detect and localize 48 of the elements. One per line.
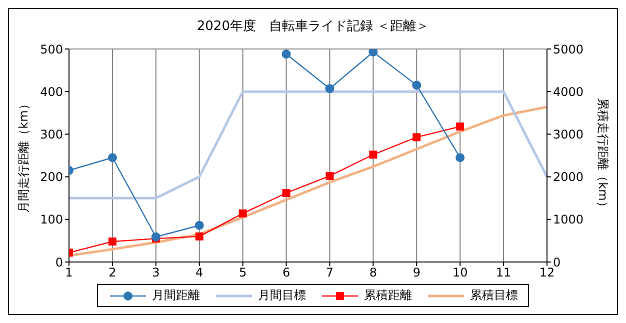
- x-tick-label: 10: [452, 266, 468, 280]
- point: [456, 153, 465, 162]
- y2-tick-label: 2000: [553, 170, 584, 184]
- point: [412, 133, 421, 142]
- x-tick-label: 12: [539, 266, 555, 280]
- y-tick-label: 0: [55, 255, 63, 270]
- chart-title: 2020年度 自転車ライド記録 ＜距離＞: [196, 18, 430, 36]
- y2-tick-label: 1000: [553, 212, 584, 227]
- x-tick-label: 7: [326, 266, 334, 280]
- point: [151, 232, 160, 242]
- y2-tick-label: 4000: [553, 84, 584, 99]
- x-tick-label: 9: [412, 266, 420, 280]
- point: [108, 238, 116, 246]
- point: [368, 49, 378, 56]
- point: [194, 220, 204, 230]
- x-tick-label: 1: [65, 266, 73, 280]
- x-tick-label: 6: [282, 266, 290, 280]
- y-tick-label: 300: [40, 127, 63, 142]
- y-tick-label: 500: [40, 42, 63, 56]
- legend-label: 累積目標: [470, 287, 518, 304]
- point: [282, 50, 291, 59]
- point: [282, 188, 290, 197]
- legend-label: 月間目標: [258, 287, 306, 304]
- line-series: [69, 106, 547, 257]
- legend-label: 累積距離: [364, 287, 412, 304]
- point: [325, 84, 334, 94]
- y2-axis-title: 累積走行距離（km）: [596, 98, 610, 213]
- x-tick-label: 11: [496, 266, 512, 280]
- x-tick-label: 3: [152, 266, 160, 280]
- point: [326, 172, 334, 180]
- point: [195, 232, 204, 240]
- point: [369, 150, 378, 159]
- y2-tick-label: 5000: [553, 42, 584, 56]
- y2-tick-label: 3000: [553, 127, 584, 142]
- y2-tick-label: 0: [553, 255, 561, 270]
- x-tick-label: 4: [196, 266, 204, 280]
- x-tick-label: 5: [239, 266, 247, 280]
- x-tick-label: 2: [108, 266, 116, 280]
- x-tick-label: 8: [369, 266, 377, 280]
- y-axis-title: 月間走行距離（km）: [16, 98, 30, 213]
- y-tick-label: 100: [40, 212, 63, 227]
- point: [412, 80, 422, 90]
- y-tick-label: 200: [40, 170, 63, 184]
- legend-label: 月間距離: [152, 287, 200, 304]
- point: [238, 209, 247, 218]
- y-tick-label: 400: [40, 84, 63, 99]
- point: [108, 153, 117, 162]
- point: [456, 122, 464, 131]
